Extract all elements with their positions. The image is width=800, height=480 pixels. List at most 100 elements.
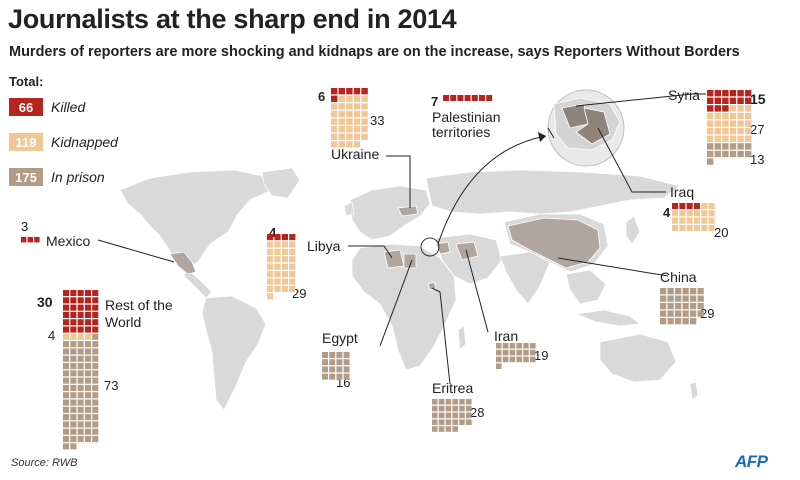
pictogram-square-iraq-kidnapped [708,217,715,224]
pictogram-square-iran-prison [523,349,529,356]
pictogram-square-syria-killed [707,90,714,97]
pictogram-square-syria-killed [737,90,744,97]
pictogram-square-china-prison [660,318,667,325]
pictogram-square-rest-of-the-world-prison [63,414,70,421]
pictogram-square-eritrea-prison [438,399,445,405]
pictogram-square-iraq-kidnapped [693,224,700,231]
pictogram-square-syria-killed [714,90,721,97]
land-madagascar [457,325,467,351]
pictogram-square-mexico-killed [21,237,27,243]
chart-subtitle: Murders of reporters are more shocking a… [9,44,740,60]
pictogram-square-china-prison [697,303,704,310]
pictogram-square-rest-of-the-world-prison [70,341,77,348]
pictogram-square-rest-of-the-world-prison [77,436,84,443]
pictogram-square-china-prison [675,295,682,302]
pictogram-square-rest-of-the-world-prison [70,406,77,413]
pictogram-square-rest-of-the-world-killed [70,304,77,311]
pictogram-square-rest-of-the-world-killed [70,319,77,326]
pictogram-square-ukraine-kidnapped [338,95,345,102]
pictogram-square-china-prison [690,288,697,295]
pictogram-square-syria-kidnapped [722,120,729,127]
pictogram-square-china-prison [675,318,682,325]
pictogram-square-eritrea-prison [459,419,465,425]
value-china-prison: 29 [700,306,715,321]
pictogram-square-egypt-prison [336,359,343,366]
pictogram-square-rest-of-the-world-kidnapped [63,333,70,340]
pictogram-square-rest-of-the-world-killed [70,290,77,297]
pictogram-square-rest-of-the-world-prison [70,355,77,362]
pictogram-square-ukraine-kidnapped [353,103,361,110]
pictogram-square-eritrea-prison [452,405,458,412]
pictogram-square-syria-prison [707,158,714,165]
pictogram-square-iran-prison [496,363,502,369]
pictogram-square-palestinian-territories-killed [479,95,485,101]
value-syria-prison: 13 [750,152,765,167]
pictogram-square-rest-of-the-world-prison [63,377,70,384]
pictogram-square-rest-of-the-world-prison [63,443,70,450]
pictogram-square-china-prison [675,303,682,310]
pictogram-square-libya-kidnapped [274,271,281,278]
pictogram-square-rest-of-the-world-killed [84,290,91,297]
pictogram-square-iran-prison [509,356,516,363]
pictogram-square-syria-killed [714,97,721,104]
pictogram-square-syria-prison [722,143,729,150]
label-mexico: Mexico [46,233,91,249]
label-ukraine: Ukraine [331,146,380,162]
pictogram-square-libya-kidnapped [289,285,296,292]
pictogram-square-rest-of-the-world-killed [77,311,84,318]
pictogram-square-eritrea-prison [445,412,452,419]
pictogram-square-iraq-kidnapped [686,217,693,224]
pictogram-square-rest-of-the-world-killed [84,326,91,333]
pictogram-square-rest-of-the-world-killed [77,297,84,304]
pictogram-square-iraq-kidnapped [672,217,679,224]
legend-kidnapped: 119 Kidnapped [9,132,118,152]
label-iran: Iran [494,328,519,344]
pictogram-square-rest-of-the-world-prison [77,363,84,370]
pictogram-square-ukraine-kidnapped [353,118,361,125]
pictogram-square-libya-kidnapped [289,263,296,270]
pictogram-square-libya-kidnapped [267,271,274,278]
pictogram-square-syria-kidnapped [737,120,744,127]
pictogram-square-china-prison [697,295,704,302]
pictogram-square-ukraine-kidnapped [353,110,361,118]
label-iraq: Iraq [670,184,695,200]
pictogram-square-rest-of-the-world-killed [77,304,84,311]
pictogram-square-syria-killed [722,90,729,97]
legend-killed: 66 Killed [9,97,85,117]
pictogram-square-ukraine-kidnapped [338,103,345,110]
pictogram-square-china-prison [675,288,682,295]
pictogram-square-rest-of-the-world-prison [63,406,70,413]
value-iran-prison: 19 [534,348,549,363]
value-libya-killed: 4 [269,225,277,240]
pictogram-square-rest-of-the-world-prison [92,392,99,399]
pictogram-square-iran-prison [523,343,529,349]
pictogram-square-iran-prison [530,349,536,356]
pictogram-square-rest-of-the-world-prison [92,399,99,406]
value-syria-killed: 15 [750,91,766,107]
pictogram-square-china-prison [667,295,674,302]
pictogram-square-rest-of-the-world-killed [77,326,84,333]
pictogram-square-syria-kidnapped [737,128,744,135]
pictogram-square-mexico-killed [27,237,33,243]
pictogram-square-rest-of-the-world-prison [70,414,77,421]
pictogram-square-china-prison [660,295,667,302]
legend-kidnapped-value: 119 [9,133,43,151]
pictogram-square-rest-of-the-world-prison [70,399,77,406]
pictogram-square-ukraine-killed [331,88,338,95]
pictogram-square-palestinian-territories-killed [443,95,449,101]
pictogram-square-china-prison [660,310,667,317]
value-libya-kidnapped: 29 [292,286,307,301]
pictogram-square-eritrea-prison [445,399,452,405]
pictogram-square-syria-killed [729,97,737,104]
pictogram-square-rest-of-the-world-prison [63,384,70,391]
pictogram-square-ukraine-kidnapped [331,118,338,125]
pictogram-square-iraq-kidnapped [708,210,715,217]
country-eritrea [427,281,437,291]
legend-prison: 175 In prison [9,167,105,187]
pictogram-square-egypt-prison [329,373,336,380]
pictogram-square-libya-killed [281,234,288,241]
pictogram-square-syria-kidnapped [722,135,729,142]
pictogram-square-rest-of-the-world-prison [63,399,70,406]
pictogram-square-iran-prison [516,343,522,349]
